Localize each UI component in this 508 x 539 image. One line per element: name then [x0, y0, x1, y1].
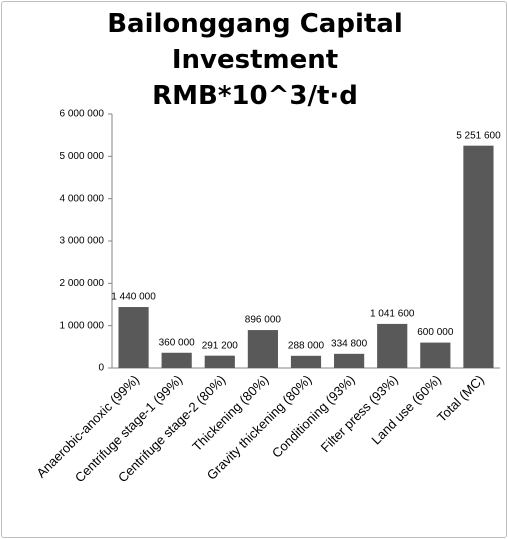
bar — [463, 145, 494, 368]
x-tick-label: Filter press (93%) — [318, 372, 401, 455]
bar — [161, 352, 192, 368]
value-label: 5 251 600 — [456, 130, 501, 141]
bar — [290, 355, 322, 368]
x-tick-label: Thickening (80%) — [189, 372, 271, 454]
value-label: 334 800 — [331, 338, 368, 349]
y-tick-label: 0 — [98, 363, 104, 374]
y-tick-label: 3 000 000 — [60, 236, 105, 247]
value-label: 360 000 — [159, 337, 196, 348]
chart-title: Bailonggang Capital Investment RMB*10^3/… — [107, 9, 403, 111]
y-tick-label: 1 000 000 — [60, 320, 105, 331]
value-label: 600 000 — [417, 327, 454, 338]
bar — [204, 355, 235, 368]
value-label: 896 000 — [245, 315, 282, 326]
value-label: 1 041 600 — [370, 309, 415, 320]
bar — [247, 330, 278, 368]
x-tick-label: Total (MC) — [434, 372, 487, 425]
x-tick-label: Conditioning (93%) — [269, 372, 358, 461]
y-tick-label: 6 000 000 — [60, 109, 105, 120]
y-tick-label: 2 000 000 — [60, 278, 105, 289]
bar — [420, 342, 451, 368]
bar — [334, 353, 365, 368]
bar — [377, 323, 408, 368]
value-label: 291 200 — [202, 340, 239, 351]
bar — [118, 307, 149, 368]
y-tick-label: 5 000 000 — [60, 151, 105, 162]
value-label: 288 000 — [288, 340, 325, 351]
value-label: 1 440 000 — [111, 292, 156, 303]
y-tick-label: 4 000 000 — [60, 193, 105, 204]
